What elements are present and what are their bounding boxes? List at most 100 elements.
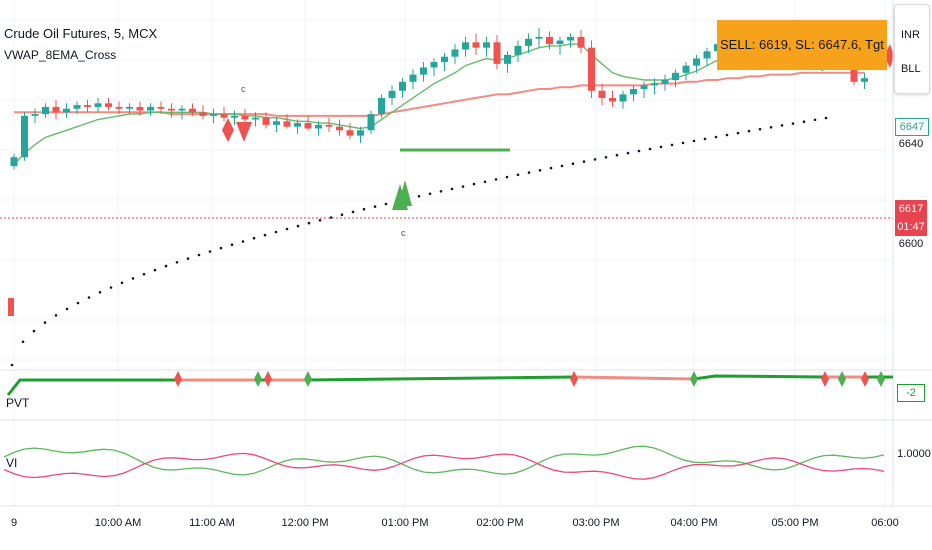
sar-dot [593,158,597,161]
candle [640,81,648,98]
candle [357,126,364,143]
sar-dot [351,210,355,214]
sar-dot [43,321,47,324]
sar-dot [329,216,333,219]
candle [651,78,658,95]
candle-body [378,97,385,115]
candle [273,117,280,133]
candle-body [220,114,228,118]
candle-body [63,108,70,113]
candle [556,36,564,55]
grid-lines [0,0,893,506]
sar-dot [263,233,267,237]
vi-plus-line [3,445,885,476]
sar-dot [791,122,795,125]
currency-item-inr[interactable]: INR [901,29,920,41]
pvt-cross-marker [838,371,846,387]
sar-dot [230,243,234,246]
time-tick-label: 01:00 PM [381,517,428,529]
pvt-cross-marker [877,371,885,387]
signal-markers [8,44,894,316]
candle [84,99,91,113]
candle-body [262,117,270,125]
candle-body [609,97,616,102]
candle [504,51,511,73]
candle-body [304,123,312,129]
pvt-cross-marker [861,371,869,387]
candle [63,103,70,118]
sar-dot [219,246,223,250]
candle [105,97,112,111]
time-tick-label: 10:00 AM [95,517,141,529]
candle-body [661,80,669,84]
candle [441,53,448,72]
candle-body [441,56,448,63]
candle-body [850,65,858,82]
sell-diamond-right [884,44,894,68]
candle [409,69,417,89]
bar-countdown: 01:47 [895,218,927,236]
sar-dot [626,151,630,155]
candle-body [693,58,700,66]
candle-body [630,88,637,95]
sar-dot [197,253,201,257]
candle [367,110,375,134]
pvt-cross-marker [690,371,698,387]
sar-dot [758,127,762,131]
candle-body [462,42,469,50]
candle-body [588,47,595,91]
candle-body [147,106,154,111]
candle [598,83,606,106]
candle-body [430,62,438,68]
currency-menu[interactable]: INR BLL [894,4,930,94]
candle-body [157,106,165,109]
candle-body [189,108,196,113]
sar-dot [76,301,80,305]
candle [199,105,207,120]
candle-body [231,115,238,118]
candle-body [598,90,606,98]
sar-dot [538,169,542,172]
candle [430,58,438,77]
candle-body [252,117,259,120]
sar-dot [65,307,69,311]
candle-body [325,124,333,127]
candle-body [535,36,543,39]
candle-body [115,106,123,109]
candle-body [672,72,679,80]
sar-dot [87,296,91,299]
time-tick-label: 03:00 PM [572,517,619,529]
time-tick-label: 04:00 PM [670,517,717,529]
sell-diamond-marker [222,118,234,142]
sar-dot [714,135,718,139]
time-tick-label: 11:00 AM [189,517,235,529]
candle-body [210,114,217,116]
pvt-label: PVT [6,396,30,410]
sar-dot [142,272,146,276]
sar-dot [417,195,421,198]
sar-dot [241,240,245,243]
sar-dot [582,160,586,163]
candle-body [409,74,417,82]
candle [525,33,532,54]
indicator-name[interactable]: VWAP_8EMA_Cross [4,48,117,62]
candle [126,103,133,115]
candle-body [556,40,564,45]
sar-dot [98,291,102,294]
candle-body [10,157,18,167]
candle [294,119,301,134]
sar-dot [549,166,553,170]
candle-body [346,130,354,136]
sar-dot [461,185,465,188]
symbol-title[interactable]: Crude Oil Futures, 5, MCX [4,26,158,41]
sar-dot [307,221,311,225]
candle-body [483,42,490,48]
candle-body [504,54,511,64]
currency-item-bll[interactable]: BLL [901,63,921,75]
time-tick-label: 06:00 [871,517,899,529]
sar-dot [21,340,25,344]
candle-body [84,105,91,107]
candle [588,40,595,98]
candle-body [42,106,49,115]
